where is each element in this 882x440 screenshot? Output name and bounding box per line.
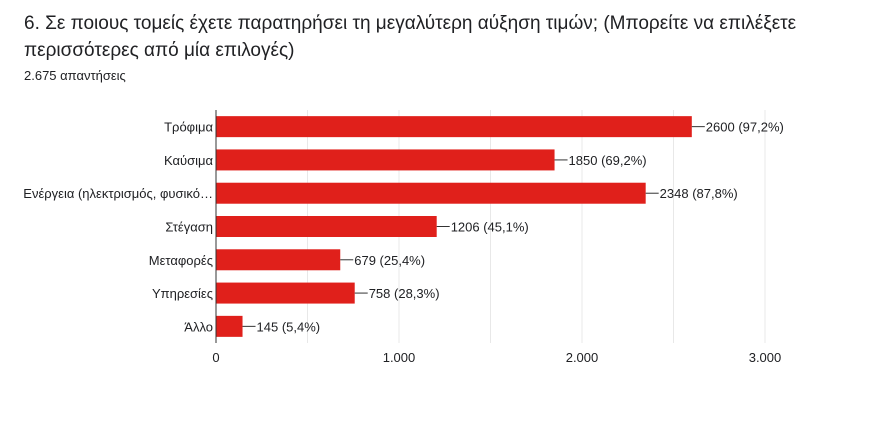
category-label-0: Τρόφιμα [164,120,213,135]
bar-6 [216,315,243,337]
category-label-4: Μεταφορές [149,253,213,268]
x-tick-label-2: 2.000 [566,350,599,365]
bar-0 [216,116,692,138]
data-label-6: 145 (5,4%) [257,319,321,334]
data-label-4: 679 (25,4%) [354,253,425,268]
bar-4 [216,249,341,271]
data-label-1: 1850 (69,2%) [569,153,647,168]
question-title: 6. Σε ποιους τομείς έχετε παρατηρήσει τη… [24,13,797,61]
x-tick-label-1: 1.000 [383,350,416,365]
data-label-0: 2600 (97,2%) [706,120,784,135]
data-label-5: 758 (28,3%) [369,286,440,301]
bar-3 [216,216,437,237]
category-label-2: Ενέργεια (ηλεκτρισμός, φυσικό… [23,186,213,201]
data-label-2: 2348 (87,8%) [660,186,738,201]
bar-2 [216,182,646,204]
x-tick-label-0: 0 [212,350,219,365]
x-tick-label-3: 3.000 [749,350,782,365]
category-label-3: Στέγαση [165,220,213,235]
response-count: 2.675 απαντήσεις [24,68,126,83]
category-label-1: Καύσιμα [164,153,214,168]
data-label-3: 1206 (45,1%) [451,220,529,235]
bar-5 [216,282,355,304]
bar-1 [216,149,555,171]
category-label-6: Άλλο [184,319,213,334]
category-label-5: Υπηρεσίες [152,286,213,301]
